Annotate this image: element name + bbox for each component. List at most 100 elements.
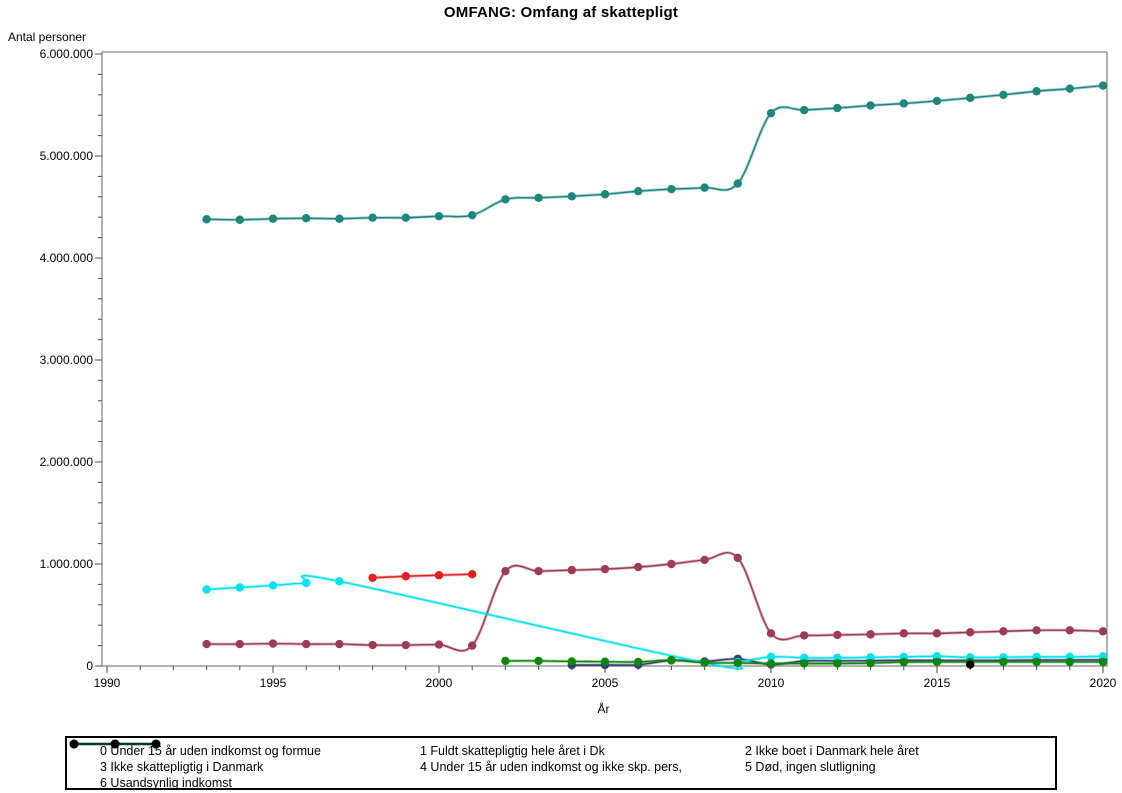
series-2-marker [999,627,1008,636]
x-tick-label: 1995 [260,676,287,690]
series-0-marker [434,571,444,580]
series-5-marker [634,657,643,667]
series-2-marker [202,639,211,649]
plot-canvas: 0 1.000.000 2.000.000 3.000.000 4.000.000 5.0… [40,47,1117,690]
series-4-marker [766,652,776,662]
y-tick-label: 0 [86,659,93,673]
series-2-marker [1065,626,1075,635]
series-0 [368,570,477,582]
series-1-marker [1032,87,1041,96]
legend-item-4: 4 Under 15 år uden indkomst og ikke skp.… [69,739,745,774]
series-2-marker [235,639,244,649]
legend-item-3: 3 Ikke skattepligtig i Danmark [69,739,420,774]
series-2-marker [899,629,908,638]
x-tick-label: 1990 [94,676,121,690]
series-5-marker [1065,657,1075,667]
series-1-marker [302,214,311,223]
series-5-marker [932,657,942,667]
y-axis: 0 1.000.000 2.000.000 3.000.000 4.000.000 5.0… [40,47,102,673]
y-tick-label: 4.000.000 [40,251,94,265]
legend-label-1: 1 Fuldt skattepligtig hele året i Dk [420,744,605,758]
series-5-marker [1032,657,1041,667]
series-1-marker [866,101,875,110]
series-2-marker [966,628,975,637]
series-2-marker [932,629,942,638]
series-4-marker [235,583,244,592]
y-tick-label: 5.000.000 [40,149,94,163]
legend-item-2: 2 Ikke boet i Danmark hele året [69,739,1055,758]
series-2-marker [401,640,410,650]
series-1-marker [966,93,975,103]
series-2-line [206,552,1104,652]
series-4-marker [866,653,875,662]
series-2-marker [368,640,377,650]
series-2-marker [833,630,842,640]
series-1-marker [766,108,776,118]
series-1-marker [368,213,377,222]
series-5-marker [866,658,875,668]
x-tick-label: 2000 [426,676,453,690]
chart-title: OMFANG: Omfang af skattepligt [443,4,679,21]
series-1-marker [833,103,842,113]
series-1-marker [600,190,610,199]
legend-label-6: 6 Usandsynlig indkomst [100,776,233,790]
series-2-marker [600,564,610,574]
series-1-line-halo [206,84,1104,222]
x-axis: 1990 1995 2000 2005 2010 2015 2020 [94,666,1117,690]
series-5-marker [534,656,543,666]
x-axis-title: År [597,702,610,716]
series-5-marker [899,657,908,667]
y-tick-label: 6.000.000 [40,47,94,61]
series-4-marker [202,585,211,594]
series-2 [202,551,1108,653]
series-4-marker [302,578,311,588]
legend-marker [151,739,161,749]
legend-label-5: 5 Død, ingen slutligning [745,760,876,774]
series-1-marker [235,215,244,224]
plot-frame [101,51,1108,667]
series-1-marker [733,179,742,188]
series-1-marker [800,105,809,115]
series-5-marker [600,657,610,666]
series-1-marker [434,211,444,221]
series-1-marker [501,195,510,204]
legend-marker [110,739,120,749]
series-1-marker [1098,81,1108,90]
series-2-marker [667,559,676,569]
y-axis-title: Antal personer [8,30,87,44]
legend-label-2: 2 Ikke boet i Danmark hele året [745,744,919,758]
series-5-marker [700,658,709,667]
series-1-marker [932,96,942,106]
series-1-marker [468,210,477,220]
series-2-marker [434,640,444,649]
legend-item-6: 6 Usandsynlig indkomst [69,739,420,790]
x-tick-label: 2010 [758,676,785,690]
series-2-marker [800,631,809,640]
series-2-marker [634,562,643,572]
series-1 [202,81,1108,224]
series-2-marker [1098,627,1108,636]
series-5-marker [766,659,776,668]
series-2-marker [700,555,709,565]
series-1-marker [634,186,643,196]
series-4 [202,574,1108,671]
series-0-marker [468,570,477,579]
series-1-marker [202,215,211,224]
series-5-marker [800,659,809,668]
series-6 [966,660,975,669]
series-1-marker [335,214,344,223]
legend-item-1: 1 Fuldt skattepligtig hele året i Dk [69,739,745,758]
series-4-marker [268,581,278,590]
series-2-marker [567,565,576,575]
legend-label-4: 4 Under 15 år uden indkomst og ikke skp.… [420,760,682,774]
series-2-marker [302,639,311,649]
y-tick-label: 3.000.000 [40,353,94,367]
x-tick-label: 2015 [924,676,951,690]
series-2-marker [1032,626,1041,635]
series-1-marker [567,192,576,201]
series-5-marker [733,658,742,668]
series-1-marker [667,184,676,194]
series-1-marker [999,90,1008,100]
legend-item-5: 5 Død, ingen slutligning [69,739,1055,774]
